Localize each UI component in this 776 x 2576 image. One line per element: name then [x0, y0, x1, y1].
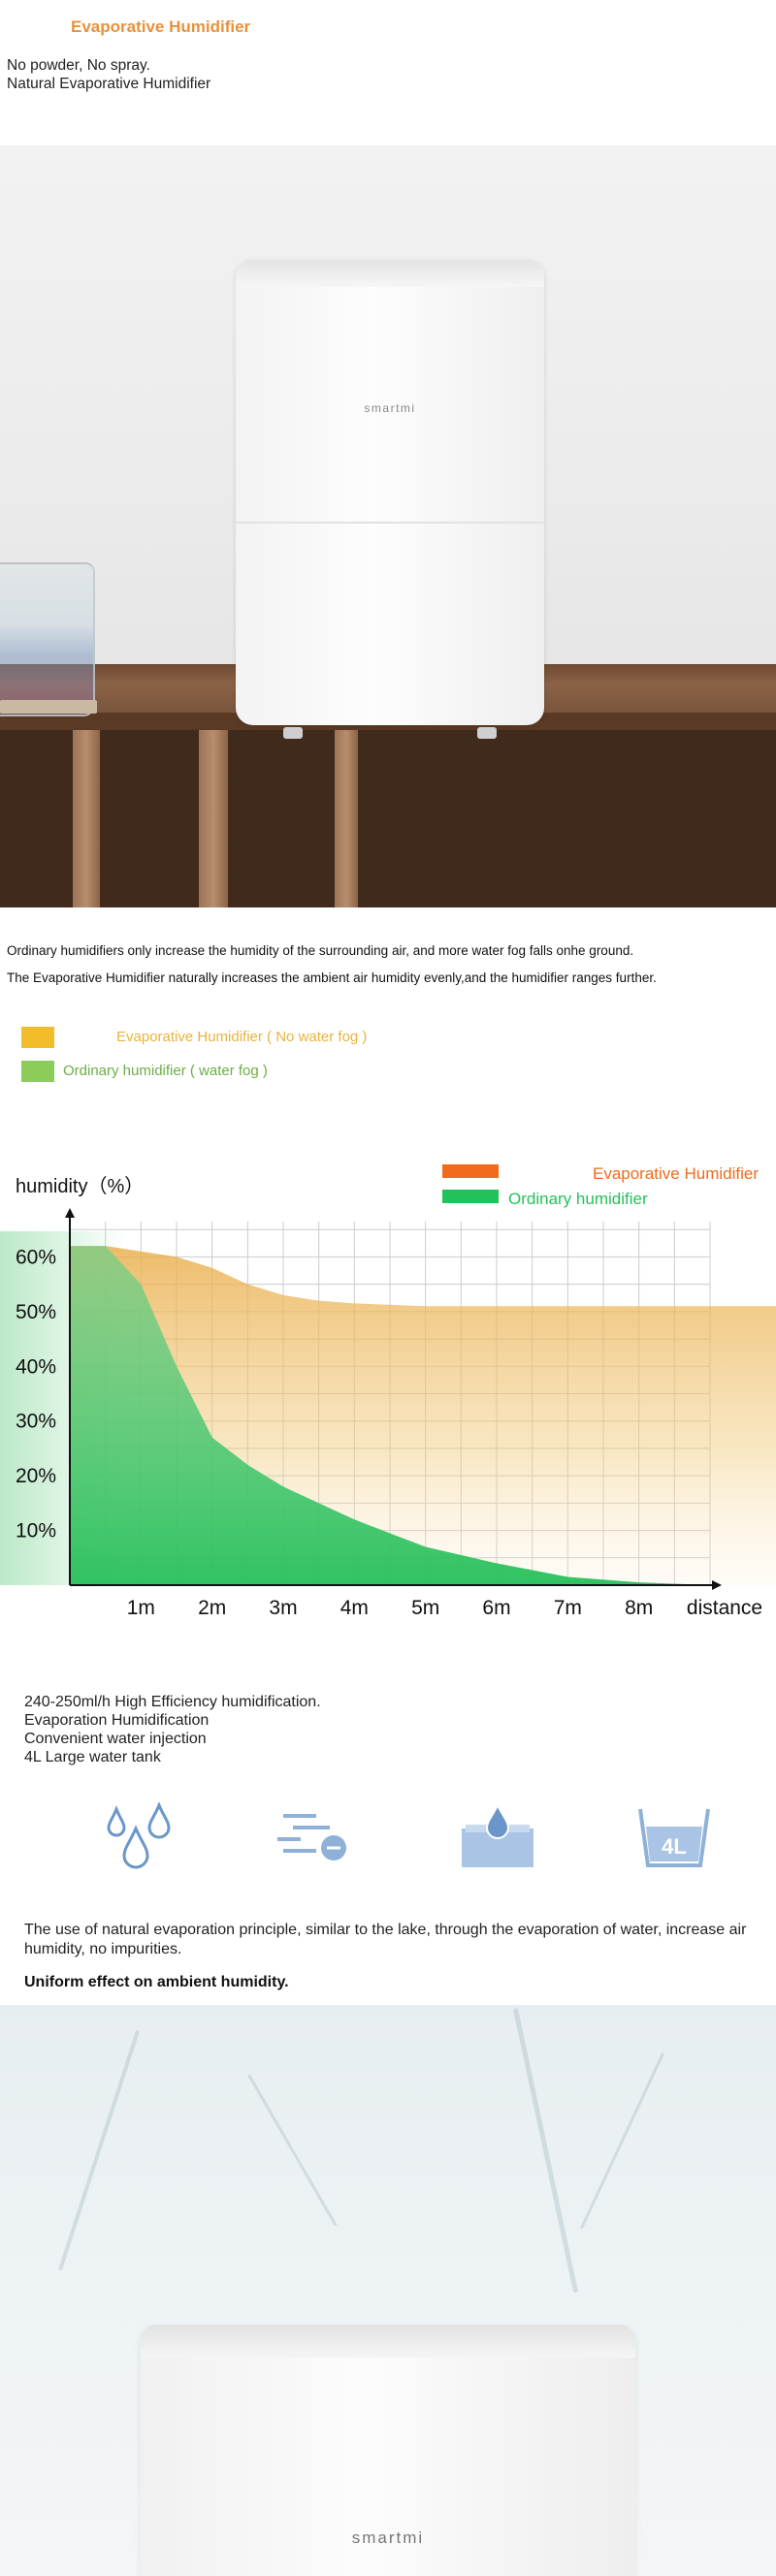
x-tick-label: 6m [482, 1597, 510, 1619]
photo-table-under [0, 730, 776, 907]
table-leg [199, 730, 228, 907]
table-leg [335, 730, 358, 907]
water-drops-icon [95, 1801, 182, 1879]
feature-item: 240-250ml/h High Efficiency humidificati… [24, 1694, 321, 1710]
y-tick-label: 60% [16, 1246, 56, 1268]
x-tick-label: 8m [625, 1597, 653, 1619]
background-branch [57, 2029, 141, 2272]
x-tick-label: 1m [127, 1597, 155, 1619]
description-line: The Evaporative Humidifier naturally inc… [7, 970, 657, 985]
humidifier-rim [236, 260, 544, 287]
background-branch [512, 2007, 579, 2294]
evaporation-icon [272, 1801, 359, 1879]
glass-jar [0, 562, 95, 716]
x-tick-label: 5m [411, 1597, 439, 1619]
x-tick-label: 3m [269, 1597, 297, 1619]
y-tick-label: 30% [16, 1411, 56, 1433]
x-axis-arrow [712, 1580, 722, 1590]
legend-swatch-ordinary [21, 1061, 54, 1082]
y-tick-label: 40% [16, 1355, 56, 1378]
intro-text: No powder, No spray. Natural Evaporative… [7, 56, 210, 93]
brand-logo: smartmi [351, 2528, 425, 2547]
feature-list: 240-250ml/h High Efficiency humidificati… [24, 1693, 321, 1766]
intro-line: Natural Evaporative Humidifier [7, 76, 211, 92]
legend-swatch-ordinary-chart [442, 1190, 499, 1203]
legend-swatch-evaporative [21, 1027, 54, 1048]
water-injection-icon [454, 1801, 541, 1879]
humidifier-foot [477, 727, 497, 739]
y-tick-label: 10% [16, 1520, 56, 1542]
feature-item: 4L Large water tank [24, 1749, 161, 1765]
x-tick-label: 7m [554, 1597, 582, 1619]
humidifier-body: smartmi [236, 260, 544, 725]
background-branch [247, 2074, 338, 2227]
brand-logo: smartmi [364, 401, 416, 415]
legend-label-evaporative-chart: Evaporative Humidifier [593, 1164, 759, 1183]
series-area-ordinary [70, 1246, 710, 1585]
uniform-effect-heading: Uniform effect on ambient humidity. [24, 1974, 289, 1990]
legend-label-ordinary-chart: Ordinary humidifier [508, 1190, 648, 1208]
y-tick-label: 20% [16, 1465, 56, 1487]
page-title: Evaporative Humidifier [71, 17, 251, 36]
humidifier-body: smartmi [141, 2325, 635, 2576]
table-leg [73, 730, 100, 907]
y-axis-label: humidity（%） [16, 1175, 144, 1197]
description-line: Ordinary humidifiers only increase the h… [7, 943, 634, 958]
humidity-distance-chart: 60% 50% 40% 30% 20% 10% 1m 2m 3m 4m 5m 6m 7m 8m distan… [0, 1164, 776, 1619]
feature-item: Convenient water injection [24, 1731, 207, 1747]
tank-capacity-label: 4L [662, 1834, 687, 1859]
product-photo-humidifier: smartmi [0, 145, 776, 907]
x-tick-label: 4m [340, 1597, 369, 1619]
water-tank-4l-icon: 4L [630, 1801, 718, 1879]
humidifier-foot [283, 727, 303, 739]
humidifier-rim [141, 2325, 635, 2358]
feature-item: Evaporation Humidification [24, 1712, 210, 1729]
y-tick-label: 50% [16, 1301, 56, 1323]
coaster [0, 700, 97, 714]
humidifier-seam [236, 522, 544, 524]
legend-swatch-evaporative-chart [442, 1164, 499, 1178]
legend-label-ordinary: Ordinary humidifier ( water fog ) [63, 1063, 268, 1079]
product-photo-humidifier-outdoor: smartmi [0, 2005, 776, 2576]
intro-line: No powder, No spray. [7, 57, 150, 74]
legend-label-evaporative: Evaporative Humidifier ( No water fog ) [116, 1029, 368, 1045]
background-branch [579, 2051, 665, 2230]
x-axis-label: distance [687, 1597, 762, 1619]
principle-paragraph: The use of natural evaporation principle… [24, 1922, 747, 1957]
y-axis-arrow [65, 1208, 75, 1218]
x-tick-label: 2m [198, 1597, 226, 1619]
